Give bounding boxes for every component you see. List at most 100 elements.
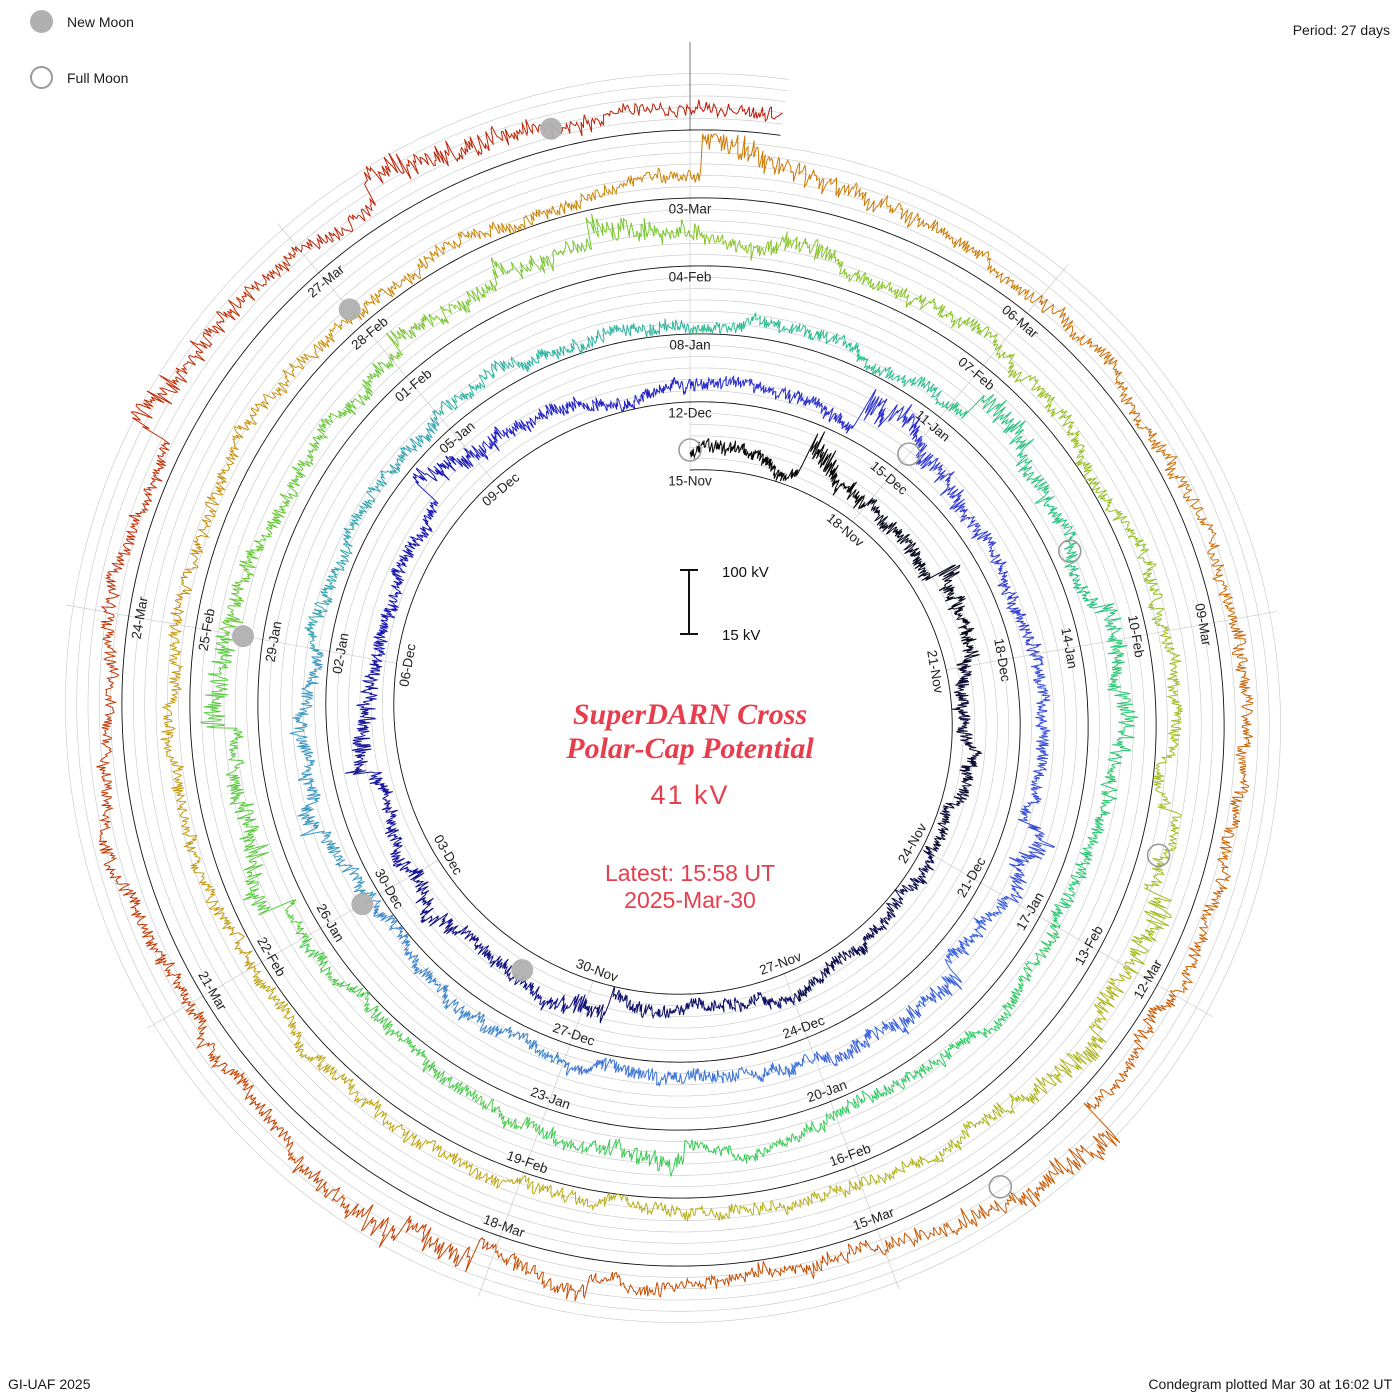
legend-new-moon: New Moon (30, 10, 134, 33)
latest-value: 41 kV (650, 780, 730, 810)
kv-gridline (99, 107, 1247, 1289)
date-label: 02-Jan (330, 632, 352, 675)
potential-trace-segment (688, 133, 1038, 304)
potential-trace-segment (495, 1239, 887, 1302)
new-moon-marker (232, 625, 255, 648)
date-label: 03-Mar (669, 202, 712, 217)
latest-time-line1: Latest: 15:58 UT (604, 860, 776, 886)
kv-gridline (178, 186, 1168, 1210)
potential-trace-segment (385, 213, 690, 361)
new-moon-marker (338, 298, 361, 321)
full-moon-icon (30, 66, 53, 89)
baseline-spiral (121, 129, 1225, 1267)
kv-gridline (689, 84, 788, 91)
full-moon-marker (988, 1175, 1013, 1199)
kv-gridline (144, 152, 1202, 1244)
date-label: 23-Jan (529, 1084, 573, 1112)
potential-trace-segment (564, 1053, 816, 1087)
date-label: 04-Feb (669, 270, 712, 285)
potential-trace-segment (793, 849, 935, 1003)
grid-layer (65, 73, 1281, 1323)
scale-bottom-label: 15 kV (722, 627, 761, 644)
potential-trace-segment (836, 923, 1061, 1118)
date-spoke (277, 223, 494, 482)
new-moon-marker (351, 893, 374, 916)
date-label: 27-Mar (305, 261, 348, 300)
kv-gridline (155, 163, 1191, 1233)
potential-trace-segment (863, 497, 980, 666)
moon-marker-layer (232, 117, 1171, 1199)
date-label: 20-Jan (805, 1077, 849, 1105)
new-moon-marker (511, 959, 534, 982)
date-label: 16-Feb (827, 1141, 872, 1170)
kv-gridline (314, 322, 1032, 1074)
date-spoke (921, 848, 1213, 1018)
date-label: 01-Feb (392, 366, 434, 405)
potential-trace-segment (688, 223, 999, 350)
full-moon-marker (678, 438, 702, 462)
date-label: 06-Dec (396, 642, 418, 688)
potential-trace-segment (522, 1174, 864, 1222)
date-spoke (147, 859, 439, 1029)
date-spoke (65, 604, 397, 664)
date-label: 30-Nov (574, 956, 620, 985)
potential-trace-segment (299, 936, 540, 1134)
potential-trace-segment (410, 870, 588, 1014)
new-moon-label: New Moon (67, 13, 134, 30)
period-label: Period: 27 days (1292, 22, 1390, 38)
potential-trace-segment (289, 649, 377, 904)
kv-gridline (246, 254, 1100, 1142)
potential-trace-segment (1050, 638, 1139, 928)
date-label: 08-Jan (669, 338, 710, 353)
kv-scale-bar (680, 569, 698, 635)
date-label: 05-Jan (436, 418, 477, 456)
kv-gridline (269, 277, 1077, 1119)
potential-trace-segment (252, 967, 524, 1190)
kv-gridline (689, 95, 786, 103)
date-label: 24-Mar (129, 595, 151, 640)
kv-gridline (223, 231, 1123, 1165)
date-label: 13-Feb (1072, 923, 1106, 968)
date-label: 25-Feb (195, 607, 217, 652)
potential-trace-segment (689, 431, 866, 510)
potential-trace-segment (96, 614, 192, 1007)
potential-trace-segment (1170, 616, 1254, 993)
kv-gridline (201, 209, 1145, 1187)
potential-trace-segment (199, 634, 309, 939)
potential-trace-segment (1124, 628, 1184, 966)
plotted-label: Condegram plotted Mar 30 at 16:02 UT (1148, 1376, 1392, 1392)
kv-gridline (212, 220, 1134, 1176)
date-label: 27-Dec (551, 1020, 597, 1049)
kv-gridline (133, 141, 1213, 1255)
potential-trace-segment (465, 376, 690, 461)
date-spoke (478, 980, 594, 1297)
kv-gridline (382, 390, 964, 1006)
potential-trace-segment (885, 990, 1177, 1253)
date-label: 18-Mar (481, 1212, 527, 1241)
potential-trace-segment (538, 1110, 838, 1177)
potential-trace-segment (688, 99, 783, 122)
kv-gridline (87, 95, 1259, 1301)
potential-trace-segment (1036, 294, 1238, 618)
potential-trace-segment (915, 437, 1042, 655)
date-label: 14-Jan (1058, 626, 1080, 669)
latest-time-line2: 2025-Mar-30 (624, 887, 756, 913)
date-label: 18-Dec (991, 637, 1013, 683)
potential-trace-segment (365, 900, 566, 1065)
latest-time-block: Latest: 15:58 UT 2025-Mar-30 (190, 860, 1190, 914)
date-label: 24-Dec (781, 1013, 827, 1042)
potential-trace-segment (170, 316, 356, 627)
new-moon-icon (30, 10, 53, 33)
date-label: 15-Nov (668, 474, 712, 489)
potential-trace-segment (689, 375, 923, 446)
potential-trace-segment (304, 410, 440, 651)
date-spoke (852, 263, 1069, 522)
date-label: 09-Dec (479, 470, 522, 510)
kv-gridline (689, 73, 790, 80)
chart-title-line1: SuperDARN Cross (572, 698, 808, 731)
full-moon-marker (1057, 539, 1082, 563)
potential-trace-segment (994, 344, 1170, 630)
new-moon-marker (540, 117, 563, 140)
credit-label: GI-UAF 2025 (8, 1376, 91, 1392)
kv-gridline (280, 288, 1066, 1108)
